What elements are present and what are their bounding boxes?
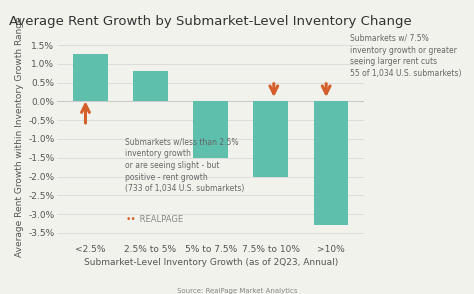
Bar bbox=[193, 101, 228, 158]
Text: Submarkets w/less than 2.5%
inventory growth
or are seeing slight - but
positive: Submarkets w/less than 2.5% inventory gr… bbox=[125, 137, 245, 193]
Bar bbox=[133, 71, 168, 101]
Text: REALPAGE: REALPAGE bbox=[137, 215, 183, 224]
Title: Average Rent Growth by Submarket-Level Inventory Change: Average Rent Growth by Submarket-Level I… bbox=[9, 15, 412, 28]
Text: Submarkets w/ 7.5%
inventory growth or greater
seeing larger rent cuts
55 of 1,0: Submarkets w/ 7.5% inventory growth or g… bbox=[350, 34, 462, 78]
Text: ••: •• bbox=[125, 215, 136, 224]
Bar bbox=[313, 101, 348, 225]
X-axis label: Submarket-Level Inventory Growth (as of 2Q23, Annual): Submarket-Level Inventory Growth (as of … bbox=[83, 258, 338, 267]
Text: Source: RealPage Market Analytics: Source: RealPage Market Analytics bbox=[177, 288, 297, 293]
Bar bbox=[253, 101, 288, 177]
Bar bbox=[73, 54, 108, 101]
Y-axis label: Average Rent Growth within Inventory Growth Range: Average Rent Growth within Inventory Gro… bbox=[15, 17, 24, 258]
